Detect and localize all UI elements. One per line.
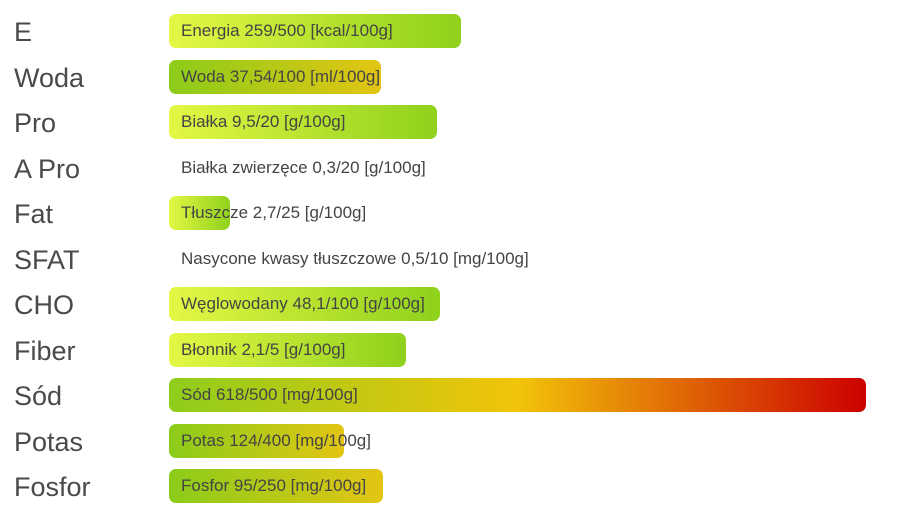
nutrient-bar-fill (169, 332, 406, 367)
nutrient-bar-fill (169, 287, 440, 321)
nutrient-abbr: Woda (14, 62, 85, 93)
nutrient-list: E Energia 259/500 [kcal/100g] Woda Woda 37,… (0, 10, 903, 511)
nutrient-row-woda: Woda Woda 37,54/100 [ml/100g] (0, 56, 903, 102)
nutrient-bar-label: Potas 124/400 [mg/100g] (181, 430, 371, 450)
nutrient-bar-label: Białka 9,5/20 [g/100g] (181, 112, 346, 131)
nutrient-row-fat: Fat Tłuszcze 2,7/25 [g/100g] (0, 192, 903, 238)
nutrient-row-cho: CHO Węglowodany 48,1/100 [g/100g] (0, 283, 903, 329)
nutrient-bar-fill (169, 14, 461, 48)
nutrient-bar-label: Węglowodany 48,1/100 [g/100g] (181, 294, 425, 313)
nutrient-bar-track: Energia 259/500 [kcal/100g] (169, 14, 866, 48)
nutrient-bar-fill (169, 378, 866, 412)
nutrient-bar-track: Fosfor 95/250 [mg/100g] (169, 469, 866, 503)
nutrient-abbr: E (14, 17, 33, 47)
nutrient-bar-label: Sód 618/500 [mg/100g] (181, 385, 358, 404)
nutrient-abbr: Pro (14, 108, 57, 138)
nutrient-bar-label: Tłuszcze 2,7/25 [g/100g] (181, 203, 367, 222)
nutrient-bar-label: Energia 259/500 [kcal/100g] (181, 21, 393, 40)
nutrient-abbr: Potas (14, 426, 84, 457)
nutrient-abbr: SFAT (14, 244, 80, 275)
nutrient-row-sfat: SFAT Nasycone kwasy tłuszczowe 0,5/10 [mg… (0, 238, 903, 284)
nutrient-row-pro: Pro Białka 9,5/20 [g/100g] (0, 101, 903, 147)
nutrient-bar-label: Fosfor 95/250 [mg/100g] (181, 476, 367, 495)
nutrient-row-sód: Sód Sód 618/500 [mg/100g] (0, 374, 903, 420)
nutrient-bar-fill (169, 196, 230, 230)
nutrient-bar-track: Białka 9,5/20 [g/100g] (169, 105, 866, 139)
nutrient-bar-track: Sód 618/500 [mg/100g] (169, 378, 866, 412)
nutrient-bar-track: Białka zwierzęce 0,3/20 [g/100g] (169, 151, 866, 185)
nutrient-row-fiber: Fiber Błonnik 2,1/5 [g/100g] (0, 329, 903, 375)
nutrient-bar-track: Błonnik 2,1/5 [g/100g] (169, 332, 866, 367)
nutrient-abbr: Sód (14, 381, 63, 411)
nutrient-bar-track: Nasycone kwasy tłuszczowe 0,5/10 [mg/100… (169, 242, 866, 276)
nutrient-bar-label: Błonnik 2,1/5 [g/100g] (181, 339, 346, 359)
nutrient-bar-fill (169, 469, 383, 503)
nutrient-bar-label: Białka zwierzęce 0,3/20 [g/100g] (181, 157, 426, 177)
nutrient-row-e: E Energia 259/500 [kcal/100g] (0, 10, 903, 56)
nutrient-abbr: A Pro (14, 153, 81, 184)
nutrient-row-fosfor: Fosfor Fosfor 95/250 [mg/100g] (0, 465, 903, 511)
nutrient-abbr: Fiber (14, 335, 76, 366)
nutrient-bar-fill (169, 59, 381, 94)
nutrient-bar-label: Woda 37,54/100 [ml/100g] (181, 66, 381, 86)
nutrient-bar-track: Potas 124/400 [mg/100g] (169, 423, 866, 458)
nutrient-row-potas: Potas Potas 124/400 [mg/100g] (0, 420, 903, 466)
nutrient-bar-track: Węglowodany 48,1/100 [g/100g] (169, 287, 866, 321)
nutrient-bar-fill (169, 423, 344, 458)
nutrient-bar-track: Tłuszcze 2,7/25 [g/100g] (169, 196, 866, 230)
nutrient-abbr: Fat (14, 199, 54, 229)
nutrient-bar-label: Nasycone kwasy tłuszczowe 0,5/10 [mg/100… (181, 248, 529, 268)
nutrient-bar-fill (169, 105, 437, 139)
nutrient-bar-track: Woda 37,54/100 [ml/100g] (169, 59, 866, 94)
nutrient-row-a-pro: A Pro Białka zwierzęce 0,3/20 [g/100g] (0, 147, 903, 193)
nutrient-abbr: Fosfor (14, 472, 91, 502)
nutrient-abbr: CHO (14, 290, 74, 320)
